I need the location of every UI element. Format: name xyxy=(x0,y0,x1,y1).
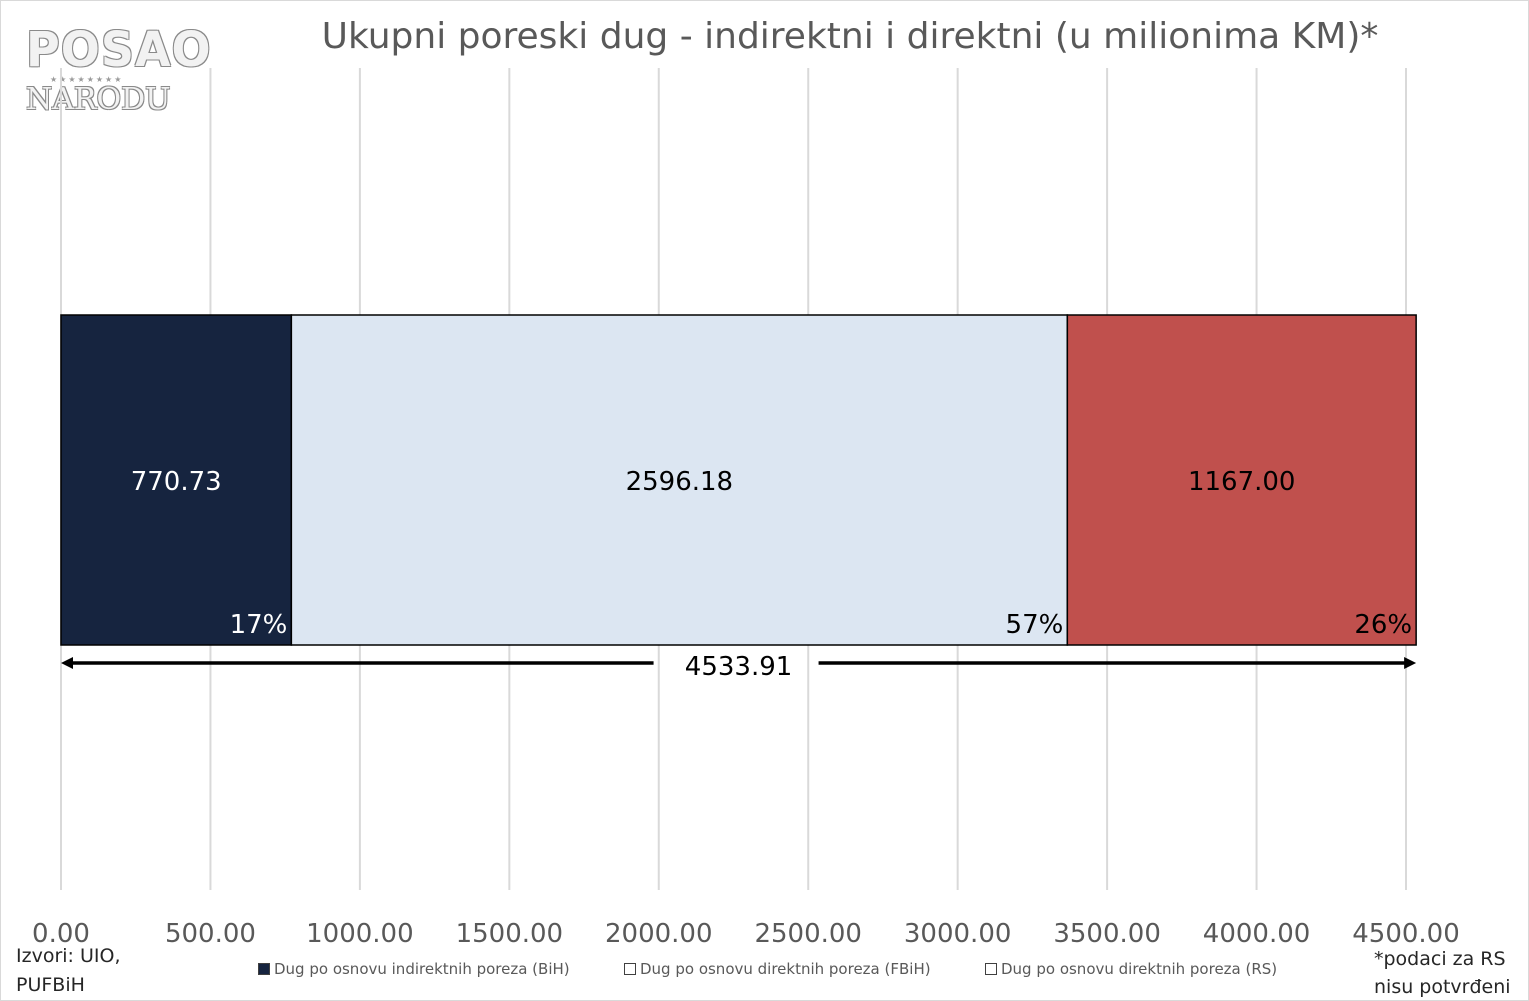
legend-swatch-rs xyxy=(985,963,997,975)
source-line1: Izvori: UIO, xyxy=(16,945,121,967)
total-arrow-head-right xyxy=(1404,657,1417,669)
total-arrow-head-left xyxy=(61,657,73,669)
bar-percent-label: 17% xyxy=(230,610,288,640)
x-tick-label: 3000.00 xyxy=(904,919,1012,949)
x-tick-label: 1000.00 xyxy=(306,919,414,949)
legend-item-fbih: Dug po osnovu direktnih poreza (FBiH) xyxy=(624,960,931,978)
x-tick-label: 500.00 xyxy=(165,919,256,949)
logo-line1: POSAO xyxy=(26,20,212,78)
source-note: Izvori: UIO, PUFBiH xyxy=(16,942,120,1000)
bar-percent-label: 26% xyxy=(1354,610,1412,640)
legend-label-fbih: Dug po osnovu direktnih poreza (FBiH) xyxy=(640,960,931,978)
legend-swatch-bih xyxy=(258,963,270,975)
bar-value-label: 770.73 xyxy=(131,467,222,497)
legend-item-rs: Dug po osnovu direktnih poreza (RS) xyxy=(985,960,1277,978)
bar-segment xyxy=(60,314,293,646)
x-tick-label: 4000.00 xyxy=(1203,919,1311,949)
legend-label-bih: Dug po osnovu indirektnih poreza (BiH) xyxy=(274,960,570,978)
x-tick-label: 2500.00 xyxy=(754,919,862,949)
x-tick-label: 3500.00 xyxy=(1053,919,1161,949)
legend-item-bih: Dug po osnovu indirektnih poreza (BiH) xyxy=(258,960,570,978)
x-tick-label: 1500.00 xyxy=(456,919,564,949)
logo-stars: ★★★★★★★★ xyxy=(50,75,124,84)
footnote-line2: nisu potvrđeni xyxy=(1374,976,1511,998)
legend-label-rs: Dug po osnovu direktnih poreza (RS) xyxy=(1001,960,1278,978)
logo-line2: NARODU xyxy=(26,82,171,117)
chart-title: Ukupni poreski dug - indirektni i direkt… xyxy=(321,16,1379,57)
bar-value-label: 1167.00 xyxy=(1188,467,1296,497)
bar-segment xyxy=(1066,314,1417,646)
total-label: 4533.91 xyxy=(685,652,793,682)
x-tick-label: 2000.00 xyxy=(605,919,713,949)
bar-value-label: 2596.18 xyxy=(626,467,734,497)
x-tick-label: 0.00 xyxy=(32,919,90,949)
bar-segment xyxy=(290,314,1069,646)
footnote: *podaci za RS nisu potvrđeni xyxy=(1374,945,1511,1001)
legend-swatch-fbih xyxy=(624,963,636,975)
footnote-line1: *podaci za RS xyxy=(1374,948,1506,970)
bar-percent-label: 57% xyxy=(1006,610,1064,640)
source-line2: PUFBiH xyxy=(16,974,85,996)
posao-narodu-logo: POSAO ★★★★★★★★ NARODU xyxy=(26,21,211,122)
x-tick-label: 4500.00 xyxy=(1352,919,1460,949)
